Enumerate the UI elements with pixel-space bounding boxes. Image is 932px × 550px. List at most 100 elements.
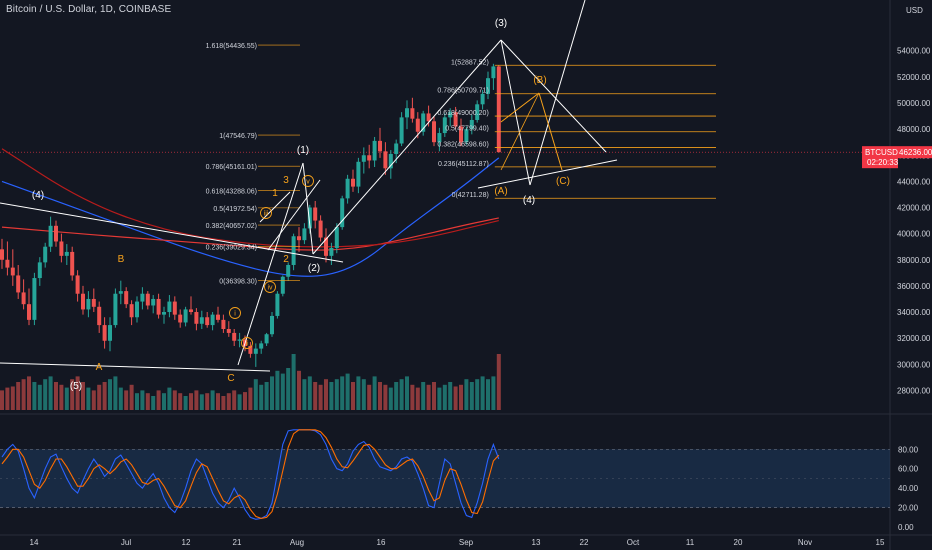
stochastic-layer [0,429,890,520]
circled-wave-label: iv [267,285,273,292]
wave-label: 2 [283,254,289,265]
candle-body [442,117,447,134]
volume-bar [367,384,372,410]
candle-body [313,207,318,221]
volume-bar [43,379,48,410]
fib-left-label: 1.618(54436.55) [206,43,257,50]
volume-bar [151,396,156,410]
candle-body [405,108,409,118]
candle-body [475,104,480,120]
candle-body [124,291,129,305]
candle-body [361,155,366,162]
volume-bar [108,379,112,410]
time-tick-label: Oct [627,538,640,547]
volume-bar [372,376,377,410]
candle-body [129,304,134,318]
wave-label: (C) [556,176,570,187]
volume-bar [426,384,431,410]
moving-averages-layer [1,148,500,277]
price-tick-label: 38000.00 [897,256,931,265]
candle-body [415,118,420,132]
volume-bar [307,376,312,410]
volume-bar [491,376,496,410]
candle-body [21,292,26,305]
abc-projection [538,92,563,171]
volume-bar [54,382,58,410]
volume-bar [86,387,91,410]
volume-bar [210,390,215,410]
volume-bar [16,382,21,410]
moving-average-line [1,148,499,248]
candle-body [367,155,372,161]
candle-body [286,264,291,277]
wave-label: A [96,362,103,373]
candle-body [102,325,107,341]
projection-line [529,0,586,186]
candle-body [340,198,345,228]
wave-label: (A) [494,186,507,197]
fibonacci-layer: 1(52887.52) 0.786(50709.71) 0.618(49000.20… [206,43,716,286]
candle-body [448,112,453,118]
volume-bar [243,392,247,410]
volume-bar [475,379,480,410]
fib-left-label: 0.236(39029.34) [206,244,257,251]
time-tick-label: 20 [734,538,743,547]
candle-body [167,301,172,313]
circled-wave-label: iii [264,211,269,218]
candle-body [91,298,96,307]
wave-label: (5) [70,381,82,392]
volume-bar [280,373,285,410]
abc-projection [500,92,540,123]
volume-bar [48,376,53,410]
candle-body [70,251,75,276]
projection-line [500,39,531,186]
circled-wave-marker [229,307,241,319]
volume-bar [334,379,339,410]
candle-body [307,207,312,229]
candle-body [48,225,53,247]
time-tick-label: 14 [30,538,39,547]
moving-average-line [1,157,500,277]
circled-wave-marker [264,281,276,293]
volume-bar [232,390,237,410]
candle-body [324,237,328,256]
volume-bar [145,393,150,410]
volume-bar [124,390,129,410]
candle-body [5,259,10,268]
volume-bar [27,376,31,410]
impulse-line [302,162,314,255]
candle-body [383,151,388,169]
candle-body [97,306,102,326]
volume-bar [178,393,183,410]
volume-bar [5,387,10,410]
volume-bar [448,382,453,410]
price-tick-label: 36000.00 [897,282,931,291]
wave-label: 1 [272,188,278,199]
volume-bar [480,376,485,410]
candle-body [410,108,415,119]
candle-body [194,312,199,324]
stoch-tick-label: 80.00 [898,445,919,454]
candle-body [496,66,501,153]
candle-body [275,293,280,316]
fib-level-label: 0.236(45112.87) [438,161,489,168]
projection-line [500,39,607,153]
candle-body [291,236,296,265]
time-tick-label: Sep [459,538,474,547]
volume-bar [167,387,172,410]
badge-countdown: 02:20:33 [867,158,899,167]
volume-bar [286,368,291,410]
trendline-lower [0,362,271,372]
volume-bar [32,382,37,410]
candle-body [145,293,150,306]
volume-bar [415,387,420,410]
time-tick-label: 11 [686,538,695,547]
wave-label: (B) [533,75,546,86]
candle-body [237,339,242,341]
badge-symbol: BTCUSD [865,148,898,157]
volume-bar [464,379,469,410]
price-tick-label: 48000.00 [897,125,931,134]
volume-bar [64,387,69,410]
time-tick-label: 15 [876,538,885,547]
